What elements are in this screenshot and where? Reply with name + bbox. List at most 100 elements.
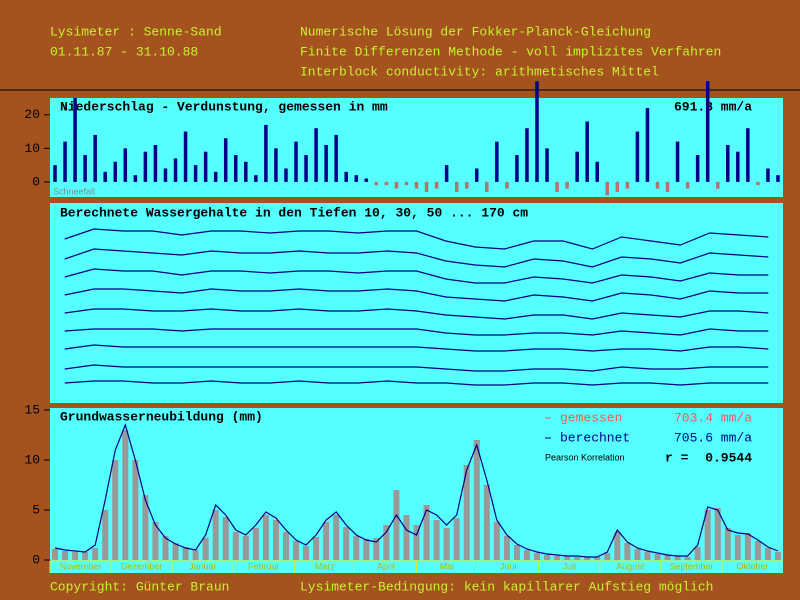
bar bbox=[394, 181, 399, 189]
bar bbox=[314, 128, 318, 182]
bar bbox=[545, 148, 549, 182]
bar bbox=[334, 134, 338, 182]
bar bbox=[354, 175, 359, 182]
bar bbox=[705, 81, 710, 182]
header-left: Lysimeter : Senne-Sand bbox=[50, 24, 222, 39]
panel-title: Grundwasserneubildung (mm) bbox=[60, 409, 263, 424]
bar bbox=[495, 141, 499, 182]
bar bbox=[604, 553, 611, 560]
bar bbox=[122, 430, 129, 560]
bar bbox=[655, 181, 660, 189]
bar bbox=[343, 527, 350, 560]
bar bbox=[533, 553, 541, 560]
bar bbox=[694, 547, 701, 560]
bar bbox=[544, 555, 551, 560]
bar bbox=[523, 550, 530, 560]
bar bbox=[654, 554, 661, 560]
bar bbox=[505, 181, 509, 189]
y-tick-label: 0 bbox=[32, 552, 40, 567]
bar bbox=[303, 546, 310, 560]
bar bbox=[364, 178, 369, 182]
bar bbox=[244, 161, 248, 182]
bar bbox=[434, 181, 439, 189]
legend-total: 703.4 mm/a bbox=[674, 410, 752, 425]
header-right: Finite Differenzen Methode - voll impliz… bbox=[300, 44, 721, 59]
bar bbox=[404, 181, 409, 186]
bar bbox=[704, 510, 711, 560]
bar bbox=[624, 543, 631, 560]
bar bbox=[463, 465, 470, 560]
bar bbox=[483, 485, 490, 560]
bar bbox=[213, 171, 218, 182]
y-tick-label: 10 bbox=[24, 141, 40, 156]
bar bbox=[52, 549, 59, 560]
month-label: Juni bbox=[500, 561, 517, 571]
bar bbox=[62, 551, 69, 560]
bar bbox=[292, 541, 300, 560]
bar bbox=[766, 168, 770, 182]
bar bbox=[313, 537, 320, 560]
bar bbox=[776, 175, 780, 182]
bar bbox=[674, 556, 681, 560]
month-label: Januar bbox=[189, 561, 217, 571]
bar bbox=[473, 440, 480, 560]
bar bbox=[294, 141, 298, 182]
bar bbox=[63, 141, 67, 182]
bar bbox=[363, 539, 370, 560]
total-label: 691.8 mm/a bbox=[674, 99, 752, 114]
y-tick-label: 20 bbox=[24, 107, 40, 122]
bar bbox=[675, 141, 680, 182]
bar bbox=[746, 128, 750, 182]
bar bbox=[353, 536, 360, 560]
correlation-label: Pearson Korrelation bbox=[545, 452, 625, 462]
bar bbox=[222, 517, 229, 560]
water-content-line bbox=[64, 288, 769, 302]
bar bbox=[183, 131, 188, 182]
month-label: November bbox=[60, 561, 102, 571]
bar bbox=[554, 556, 561, 560]
bar bbox=[535, 81, 539, 182]
bar bbox=[515, 155, 519, 182]
bar bbox=[664, 555, 671, 560]
bar bbox=[132, 460, 139, 560]
bar bbox=[103, 171, 107, 182]
header-right: Interblock conductivity: arithmetisches … bbox=[300, 64, 659, 79]
bar bbox=[383, 525, 390, 560]
recharge-line bbox=[54, 423, 779, 558]
bar bbox=[73, 98, 77, 182]
bar bbox=[424, 181, 429, 192]
bar bbox=[724, 528, 731, 560]
bar bbox=[133, 175, 138, 182]
bar bbox=[665, 181, 670, 192]
bar bbox=[102, 510, 109, 560]
bar bbox=[736, 151, 740, 182]
bar bbox=[774, 552, 781, 560]
bar bbox=[212, 510, 219, 560]
bar bbox=[414, 181, 419, 189]
bar bbox=[384, 181, 389, 186]
month-label: Juli bbox=[562, 561, 576, 571]
water-content-line bbox=[64, 308, 769, 320]
bar bbox=[112, 460, 119, 560]
bar bbox=[525, 128, 529, 182]
bar bbox=[333, 515, 340, 560]
month-label: September bbox=[669, 561, 713, 571]
panel bbox=[50, 98, 783, 197]
month-label: Dezember bbox=[121, 561, 163, 571]
bar bbox=[695, 155, 700, 182]
bar bbox=[53, 165, 57, 182]
bar bbox=[754, 541, 761, 560]
bar bbox=[635, 131, 640, 182]
bar bbox=[715, 181, 720, 189]
month-label: August bbox=[616, 561, 645, 571]
bar bbox=[584, 557, 591, 560]
panel bbox=[50, 203, 783, 403]
bar bbox=[503, 536, 510, 560]
bar bbox=[615, 181, 620, 192]
r-value: 0.9544 bbox=[705, 450, 752, 465]
r-label: r = bbox=[665, 450, 689, 465]
bar bbox=[634, 549, 641, 560]
bar bbox=[344, 171, 348, 182]
